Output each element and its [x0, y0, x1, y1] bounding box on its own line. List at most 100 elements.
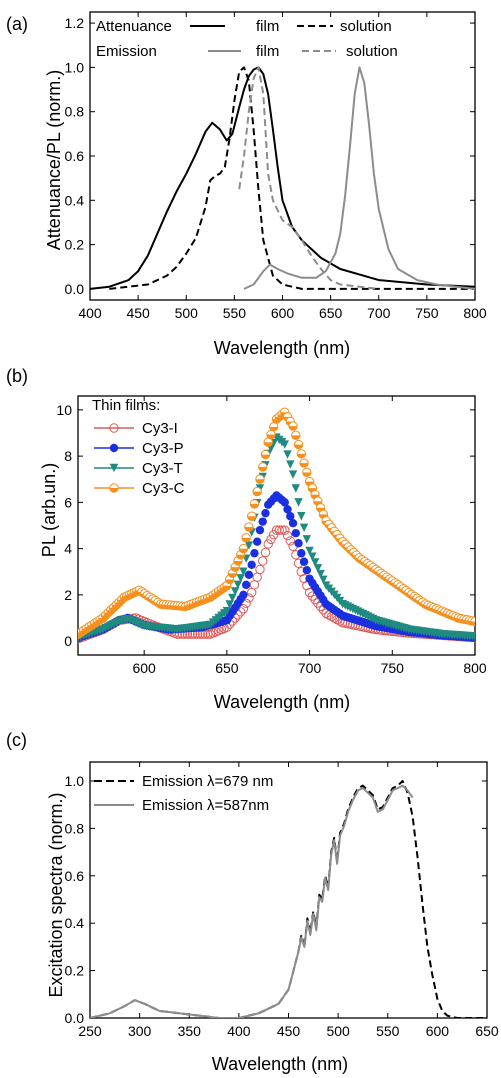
- panel-b-Cy3-P-point: [297, 549, 306, 558]
- panel-b-Cy3-T-point: [288, 470, 298, 479]
- panel-b-Cy3-I-point: [277, 525, 287, 535]
- panel-b-xtick-label: 750: [381, 660, 405, 676]
- panel-a-xlabel: Wavelength (nm): [214, 338, 350, 358]
- panel-b-Cy3-C-point: [247, 516, 256, 521]
- panel-a-xtick-label: 450: [126, 305, 150, 321]
- panel-b-Cy3-C-point: [302, 472, 312, 477]
- legend-Cy3-I-label: Cy3-I: [142, 420, 178, 437]
- panel-b-Cy3-I-point: [304, 587, 315, 598]
- panel-b-Cy3-T-point: [291, 484, 300, 493]
- panel-b-ytick-label: 6: [64, 494, 72, 510]
- panel-b-Cy3-P-point: [280, 498, 289, 507]
- panel-b-xtick-label: 700: [298, 660, 322, 676]
- panel-b-Cy3-P-point: [250, 549, 259, 558]
- panel-a-series-0-line: [90, 66, 475, 290]
- panel-b-Cy3-T-point: [470, 632, 475, 641]
- legend-attenuance-label: Attenuance: [96, 18, 172, 35]
- legend-679-label: Emission λ=679 nm: [142, 773, 273, 790]
- panel-b-Cy3-C-point: [269, 426, 278, 432]
- panel-b-Cy3-I-point: [252, 572, 262, 582]
- panel-c-xtick-label: 550: [376, 1023, 400, 1039]
- panel-a-ytick-label: 0.0: [65, 281, 85, 297]
- panel-b-Cy3-C-point: [299, 463, 309, 468]
- panel-c-ylabel: Excitation spectra (norm.): [46, 792, 66, 997]
- panel-b-Cy3-P-point: [241, 580, 251, 590]
- panel-b-Cy3-P-point: [299, 557, 309, 566]
- panel-a-ytick-label: 0.2: [65, 237, 85, 253]
- panel-c-xtick-label: 450: [277, 1023, 301, 1039]
- panel-b-Cy3-P-point: [283, 505, 292, 514]
- panel-a-label: (a): [6, 14, 28, 34]
- legend-emission-label: Emission: [96, 43, 157, 60]
- panel-b-Cy3-P-point: [247, 560, 256, 570]
- panel-b-Cy3-T-point: [302, 535, 312, 544]
- panel-b-ytick-label: 2: [64, 587, 72, 603]
- panel-b-Cy3-P-point: [291, 529, 300, 538]
- panel-b-Cy3-P-point: [244, 570, 254, 580]
- panel-b-Cy3-I-point: [285, 536, 295, 546]
- panel-b-Cy3-T-point: [305, 546, 314, 556]
- legend-Cy3-T-label: Cy3-T: [142, 460, 183, 477]
- panel-a-xtick-label: 800: [463, 305, 487, 321]
- panel-b-xlabel: Wavelength (nm): [214, 692, 350, 712]
- legend-Cy3-P-label: Cy3-P: [142, 440, 184, 457]
- panel-b-ytick-label: 4: [64, 541, 72, 557]
- panel-b-Cy3-I-point: [258, 556, 268, 566]
- legend-587-label: Emission λ=587nm: [142, 797, 269, 814]
- legend-Cy3-C-label: Cy3-C: [142, 480, 185, 497]
- panel-b-Cy3-C-point: [236, 554, 245, 559]
- panel-b-Cy3-I-point: [263, 539, 273, 549]
- panel-c-label: (c): [6, 730, 27, 750]
- panel-b-Cy3-C-point: [250, 503, 259, 509]
- panel-a-series-3-line: [238, 66, 379, 290]
- panel-b-Cy3-C-point: [222, 585, 232, 590]
- panel-a-xtick-label: 500: [175, 305, 199, 321]
- panel-b-xtick-label: 650: [215, 660, 239, 676]
- panel-a-series-1-line: [109, 66, 475, 290]
- panel-b-Cy3-P-point: [302, 566, 312, 575]
- legend-attenuance-solution-label: solution: [340, 18, 392, 35]
- panel-b-xtick-label: 800: [463, 660, 487, 676]
- panel-b-Cy3-T-point: [294, 498, 303, 507]
- panel-b-ytick-label: 0: [64, 633, 72, 649]
- panel-c-legend: Emission λ=679 nm Emission λ=587nm: [94, 773, 273, 814]
- panel-b-ytick-label: 10: [56, 402, 72, 418]
- panel-c: (c) Excitation spectra (norm.) Wavelengt…: [6, 730, 499, 1074]
- panel-b-Cy3-T-point: [286, 460, 295, 469]
- panel-a-ytick-label: 0.4: [65, 192, 85, 208]
- panel-c-ytick-label: 0.2: [65, 963, 85, 979]
- legend-attenuance-film-label: film: [256, 18, 279, 35]
- panel-b-Cy3-C-point: [253, 491, 262, 496]
- panel-c-series-0-line: [90, 780, 487, 1018]
- panel-b-Cy3-I-point: [269, 530, 279, 540]
- panel-a-xtick-label: 650: [319, 305, 343, 321]
- panel-b-Cy3-P-point: [261, 508, 270, 518]
- panel-b-Cy3-I-point: [274, 525, 284, 535]
- legend-Cy3-T-marker: [109, 463, 119, 473]
- panel-a-ytick-label: 1.2: [65, 15, 85, 31]
- panel-b-ylabel: PL (arb.un.): [39, 463, 59, 557]
- panel-b-Cy3-T-point: [230, 587, 240, 596]
- legend-emission-solution-label: solution: [346, 43, 398, 60]
- panel-b-plot-area: [78, 407, 475, 644]
- panel-b-label: (b): [6, 366, 28, 386]
- panel-b-xtick-label: 600: [132, 660, 156, 676]
- panel-b-Cy3-T-point: [236, 574, 245, 583]
- panel-c-xtick-label: 350: [178, 1023, 202, 1039]
- panel-c-ytick-label: 0.8: [65, 820, 85, 836]
- panel-b-Cy3-I-point: [260, 547, 271, 558]
- panel-b-Cy3-C-point: [261, 454, 270, 459]
- panel-a-series-2-line: [243, 66, 475, 290]
- panel-a-xtick-label: 750: [415, 305, 439, 321]
- panel-b-Cy3-T-point: [319, 575, 328, 585]
- panel-b-ytick-label: 8: [64, 448, 72, 464]
- panel-b-Cy3-C-point: [297, 453, 306, 459]
- panel-b-legend: Cy3-I Cy3-P Cy3-T Cy3-C: [94, 420, 185, 497]
- panel-b-Cy3-T-point: [244, 541, 254, 550]
- legend-Cy3-C-marker: [109, 488, 119, 493]
- panel-c-xtick-label: 400: [227, 1023, 251, 1039]
- panel-c-xtick-label: 600: [426, 1023, 450, 1039]
- panel-a-xtick-label: 700: [367, 305, 391, 321]
- panel-b-Cy3-P-point: [239, 590, 248, 600]
